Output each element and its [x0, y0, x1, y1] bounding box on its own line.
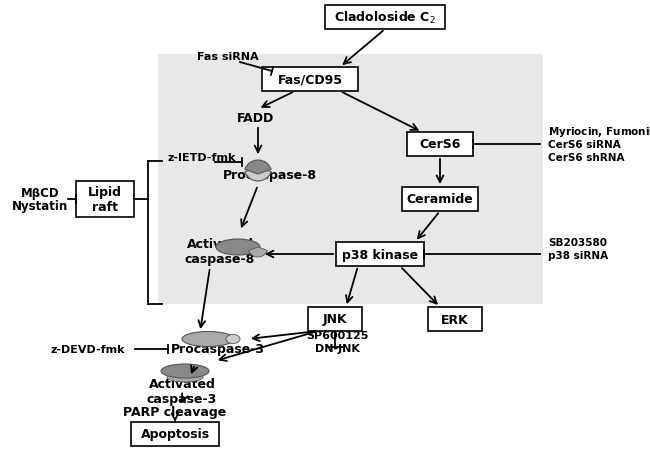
Text: p38 kinase: p38 kinase: [342, 248, 418, 261]
Text: p38 siRNA: p38 siRNA: [548, 250, 608, 260]
Bar: [407, 133, 473, 156]
Text: Fas siRNA: Fas siRNA: [197, 52, 259, 62]
Text: Procaspase-3: Procaspase-3: [171, 343, 265, 356]
Bar: [131, 422, 219, 446]
Text: SB203580: SB203580: [548, 238, 607, 248]
Ellipse shape: [161, 364, 209, 378]
Text: Myriocin, Fumonisin B$_1$: Myriocin, Fumonisin B$_1$: [548, 125, 650, 139]
Bar: [158, 55, 543, 304]
Text: Lipid
raft: Lipid raft: [88, 186, 122, 213]
Text: z-DEVD-fmk: z-DEVD-fmk: [51, 344, 125, 354]
Text: CerS6: CerS6: [419, 138, 461, 151]
Text: CerS6 shRNA: CerS6 shRNA: [548, 152, 625, 163]
Bar: [325, 6, 445, 30]
Text: Procaspase-8: Procaspase-8: [223, 168, 317, 181]
Text: SP600125: SP600125: [306, 330, 368, 340]
Text: DN-JNK: DN-JNK: [315, 343, 359, 353]
Text: Activated
caspase-8: Activated caspase-8: [185, 238, 255, 265]
Text: FADD: FADD: [237, 111, 274, 124]
Text: ERK: ERK: [441, 313, 469, 326]
Bar: [308, 307, 362, 331]
Text: Cladoloside C$_2$: Cladoloside C$_2$: [334, 10, 436, 26]
Text: Ceramide: Ceramide: [407, 193, 473, 206]
Bar: [336, 243, 424, 267]
Text: Fas/CD95: Fas/CD95: [278, 74, 343, 86]
Bar: [428, 307, 482, 331]
Text: CerS6 siRNA: CerS6 siRNA: [548, 140, 621, 150]
Ellipse shape: [167, 372, 203, 382]
Text: Apoptosis: Apoptosis: [140, 428, 209, 441]
Text: JNK: JNK: [322, 313, 347, 326]
Wedge shape: [248, 248, 267, 258]
Text: PARP cleavage: PARP cleavage: [124, 405, 227, 419]
Bar: [262, 68, 358, 92]
Text: MβCD: MβCD: [21, 187, 59, 200]
Bar: [76, 182, 134, 217]
Text: Nystatin: Nystatin: [12, 200, 68, 213]
Bar: [402, 188, 478, 212]
Text: Activated
caspase-3: Activated caspase-3: [147, 377, 217, 405]
Ellipse shape: [226, 335, 240, 344]
Ellipse shape: [182, 332, 234, 347]
Wedge shape: [245, 161, 271, 175]
Text: z-IETD-fmk: z-IETD-fmk: [168, 152, 236, 163]
Ellipse shape: [216, 239, 260, 255]
Wedge shape: [245, 168, 271, 182]
